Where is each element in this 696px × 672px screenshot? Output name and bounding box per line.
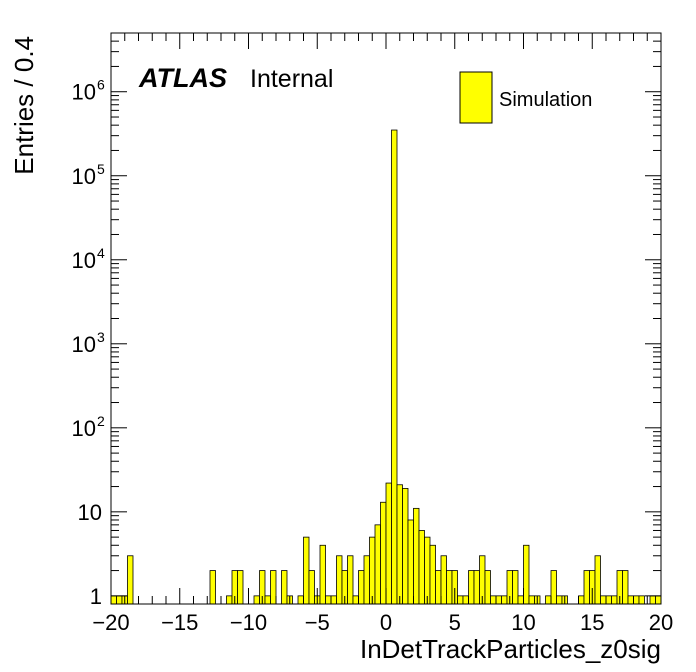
- histogram-bin: [391, 129, 398, 605]
- x-tick-label: 20: [649, 610, 673, 635]
- histogram-bin: [594, 555, 601, 605]
- histogram-bin: [446, 570, 453, 605]
- histogram-bin: [578, 595, 585, 605]
- histogram-bin: [297, 595, 304, 605]
- histogram-bin: [413, 507, 420, 605]
- histogram-bin: [336, 555, 343, 605]
- histogram-bin: [545, 595, 552, 605]
- histogram-bin: [649, 595, 656, 605]
- x-tick-label: −10: [230, 610, 267, 635]
- histogram-bin: [468, 570, 475, 605]
- histogram-bin: [209, 570, 216, 605]
- histogram-bin: [490, 595, 497, 605]
- y-tick-label: 1: [90, 584, 102, 609]
- y-tick-label: 10: [72, 164, 96, 189]
- histogram-bin: [495, 595, 502, 605]
- x-tick-label: 0: [380, 610, 392, 635]
- histogram-bin: [330, 595, 337, 605]
- histogram-bin: [435, 570, 442, 605]
- histogram-bin: [528, 595, 535, 605]
- histogram-bin: [583, 570, 590, 605]
- histogram-bin: [396, 484, 403, 605]
- x-tick-label: −20: [92, 610, 129, 635]
- histogram-bin: [523, 544, 530, 605]
- histogram-bin: [352, 595, 359, 605]
- histogram-bin: [374, 524, 381, 605]
- histogram-bin: [281, 570, 288, 605]
- x-tick-label: 5: [449, 610, 461, 635]
- histogram-bars: [110, 129, 662, 605]
- histogram-bin: [237, 570, 244, 605]
- histogram-bin: [600, 595, 607, 605]
- histogram-bin: [253, 595, 260, 605]
- y-tick-label: 10: [72, 248, 96, 273]
- histogram-bin: [633, 595, 640, 605]
- histogram-bin: [512, 570, 519, 605]
- histogram-bin: [407, 519, 414, 605]
- histogram-bin: [418, 530, 425, 605]
- histogram-bin: [457, 595, 464, 605]
- histogram-bin: [424, 536, 431, 605]
- x-axis-label: InDetTrackParticles_z0sig: [360, 634, 661, 664]
- histogram-bin: [517, 595, 524, 605]
- histogram-bin: [638, 595, 645, 605]
- atlas-label-bold: ATLAS: [138, 63, 227, 93]
- histogram-bin: [127, 555, 134, 605]
- y-tick-label-exponent: 4: [97, 245, 105, 261]
- histogram-bin: [605, 595, 612, 605]
- y-tick-label: 10: [72, 332, 96, 357]
- histogram-bin: [402, 488, 409, 605]
- histogram-bin: [556, 595, 563, 605]
- x-tick-label: 10: [511, 610, 535, 635]
- histogram-bin: [484, 570, 491, 605]
- histogram-bin: [270, 570, 277, 605]
- histogram-bin: [264, 595, 271, 605]
- histogram-bin: [116, 595, 123, 605]
- histogram-bin: [501, 595, 508, 605]
- histogram-bin: [473, 570, 480, 605]
- histogram-bin: [226, 595, 233, 605]
- histogram-bin: [622, 570, 629, 605]
- histogram-bin: [385, 482, 392, 605]
- histogram-bin: [550, 570, 557, 605]
- histogram-bin: [655, 595, 662, 605]
- y-tick-label-exponent: 6: [97, 77, 105, 93]
- histogram-bin: [363, 555, 370, 605]
- histogram-bin: [325, 595, 332, 605]
- histogram-bin: [358, 570, 365, 605]
- atlas-label-internal: Internal: [250, 65, 333, 93]
- x-tick-label: −15: [161, 610, 198, 635]
- histogram-bin: [627, 595, 634, 605]
- histogram-bin: [308, 570, 315, 605]
- histogram-bin: [611, 595, 618, 605]
- y-tick-label-exponent: 2: [97, 413, 105, 429]
- y-tick-label: 10: [72, 416, 96, 441]
- y-tick-label-exponent: 5: [97, 161, 105, 177]
- histogram-bin: [462, 595, 469, 605]
- legend-swatch: [459, 71, 493, 124]
- y-tick-label: 10: [78, 500, 102, 525]
- histogram-bin: [369, 536, 376, 605]
- histogram-bin: [347, 555, 354, 605]
- y-tick-label: 10: [72, 80, 96, 105]
- histogram-bin: [429, 544, 436, 605]
- histogram-bin: [303, 536, 310, 605]
- y-axis-label: Entries / 0.4: [9, 36, 39, 175]
- x-tick-label: 15: [580, 610, 604, 635]
- axis-ticks: [110, 32, 662, 604]
- y-tick-label-exponent: 3: [97, 329, 105, 345]
- histogram-bin: [319, 544, 326, 605]
- histogram-bin: [110, 595, 117, 605]
- histogram-bin: [440, 555, 447, 605]
- x-tick-label: −5: [305, 610, 330, 635]
- histogram-bin: [380, 501, 387, 605]
- legend-label-simulation: Simulation: [499, 89, 592, 111]
